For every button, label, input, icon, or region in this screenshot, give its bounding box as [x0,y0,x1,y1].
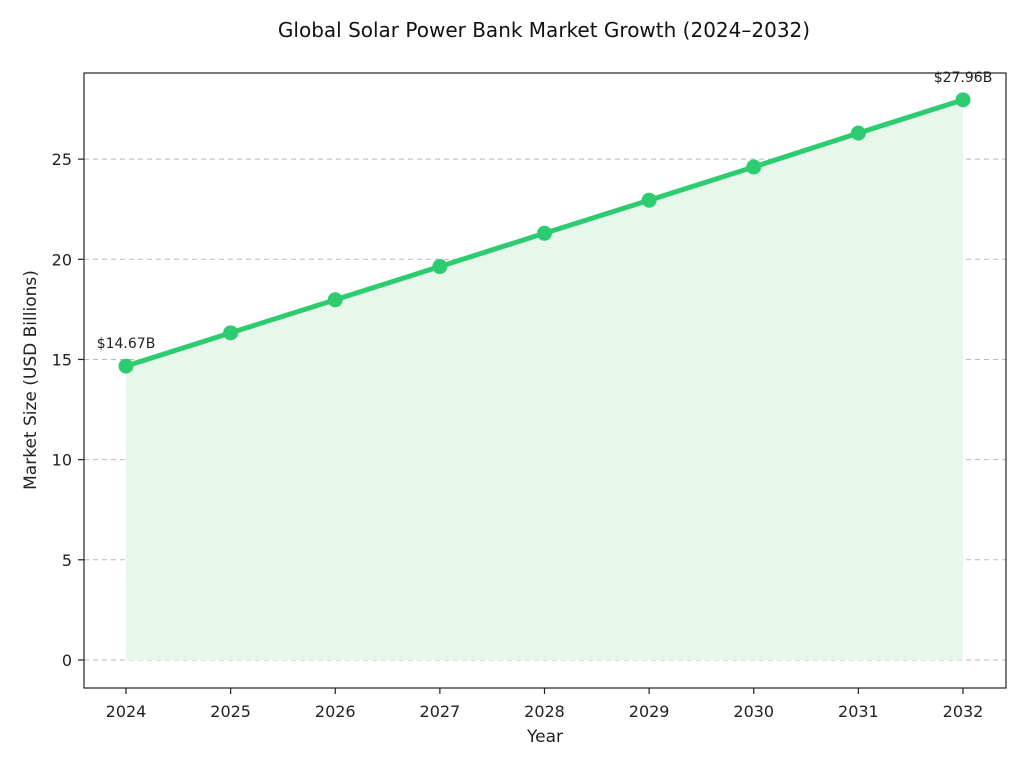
y-tick-label: 10 [52,451,72,470]
data-label-layer: $14.67B $27.96B [97,70,993,352]
y-tick-label: 0 [62,651,72,670]
data-label: $14.67B [97,336,156,352]
data-point [223,325,239,341]
y-axis: 0 5 10 15 20 25 [52,150,84,670]
y-tick-label: 25 [52,150,72,169]
area-fill [126,99,963,660]
x-axis-title: Year [526,727,563,747]
x-tick-label: 2031 [838,702,879,721]
y-tick-label: 15 [52,350,72,369]
data-point [850,125,866,141]
x-tick-label: 2027 [420,702,461,721]
data-point [432,259,448,275]
data-label: $27.96B [934,70,993,86]
y-tick-label: 20 [52,250,72,269]
chart-title: Global Solar Power Bank Market Growth (2… [278,18,810,42]
point-layer [118,92,971,374]
area-layer [126,99,963,660]
x-tick-label: 2025 [210,702,251,721]
x-tick-label: 2024 [106,702,147,721]
data-point [746,159,762,175]
data-point [641,192,657,208]
x-tick-label: 2032 [943,702,984,721]
x-tick-label: 2026 [315,702,356,721]
data-point [327,292,343,308]
x-axis: 2024 2025 2026 2027 2028 2029 2030 2031 2032 [106,688,984,721]
x-tick-label: 2028 [524,702,565,721]
x-tick-label: 2029 [629,702,670,721]
x-tick-label: 2030 [733,702,774,721]
y-tick-label: 5 [62,551,72,570]
y-axis-title: Market Size (USD Billions) [21,270,41,490]
data-point [118,358,134,374]
data-point [537,225,552,241]
data-point [955,92,971,108]
